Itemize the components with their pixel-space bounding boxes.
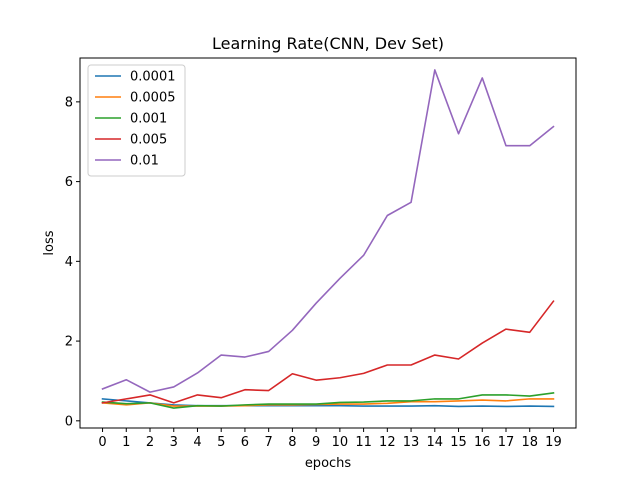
x-tick-label: 4: [193, 435, 201, 450]
x-tick-label: 7: [265, 435, 273, 450]
y-axis: 0 2 4 6 8: [65, 95, 80, 429]
y-axis-label: loss: [42, 230, 57, 255]
x-tick-label: 14: [427, 435, 444, 450]
chart-title: Learning Rate(CNN, Dev Set): [212, 34, 444, 53]
x-axis: 0 1 2 3 4 5 6 7 8 9 10 11 12 13 14 15 16 17 18 19: [98, 428, 562, 450]
series-layer: [101, 69, 555, 409]
x-tick-label: 9: [312, 435, 320, 450]
x-tick-label: 15: [450, 435, 467, 450]
x-tick-label: 17: [498, 435, 515, 450]
series-line-4: [101, 69, 555, 393]
x-tick-label: 6: [241, 435, 249, 450]
series-line-3: [101, 300, 555, 404]
legend-box: [87, 64, 186, 177]
y-tick-label: 2: [65, 335, 73, 350]
y-tick-label: 6: [65, 175, 73, 190]
x-tick-label: 18: [521, 435, 538, 450]
series-line-2: [101, 392, 555, 409]
series-line-0: [101, 398, 555, 408]
x-tick-label: 10: [332, 435, 349, 450]
legend-entry: 0.001: [130, 112, 167, 127]
y-tick-label: 0: [65, 414, 73, 429]
x-tick-label: 5: [217, 435, 225, 450]
x-tick-label: 1: [122, 435, 130, 450]
x-tick-label: 2: [146, 435, 154, 450]
x-axis-label: epochs: [305, 456, 352, 471]
legend-entry: 0.0001: [130, 70, 176, 85]
legend-entry: 0.01: [130, 154, 159, 169]
x-tick-label: 0: [98, 435, 106, 450]
legend: 0.0001 0.0005 0.001 0.005 0.01: [87, 64, 186, 177]
legend-entry: 0.0005: [130, 91, 176, 106]
x-tick-label: 16: [474, 435, 491, 450]
series-line-1: [101, 398, 555, 407]
x-tick-label: 13: [403, 435, 420, 450]
y-tick-label: 4: [65, 255, 73, 270]
x-tick-label: 3: [170, 435, 178, 450]
y-tick-label: 8: [65, 95, 73, 110]
x-tick-label: 19: [545, 435, 562, 450]
x-tick-label: 11: [355, 435, 372, 450]
plot-spines: [79, 57, 577, 429]
x-tick-label: 12: [379, 435, 396, 450]
legend-entry: 0.005: [130, 133, 167, 148]
x-tick-label: 8: [288, 435, 296, 450]
